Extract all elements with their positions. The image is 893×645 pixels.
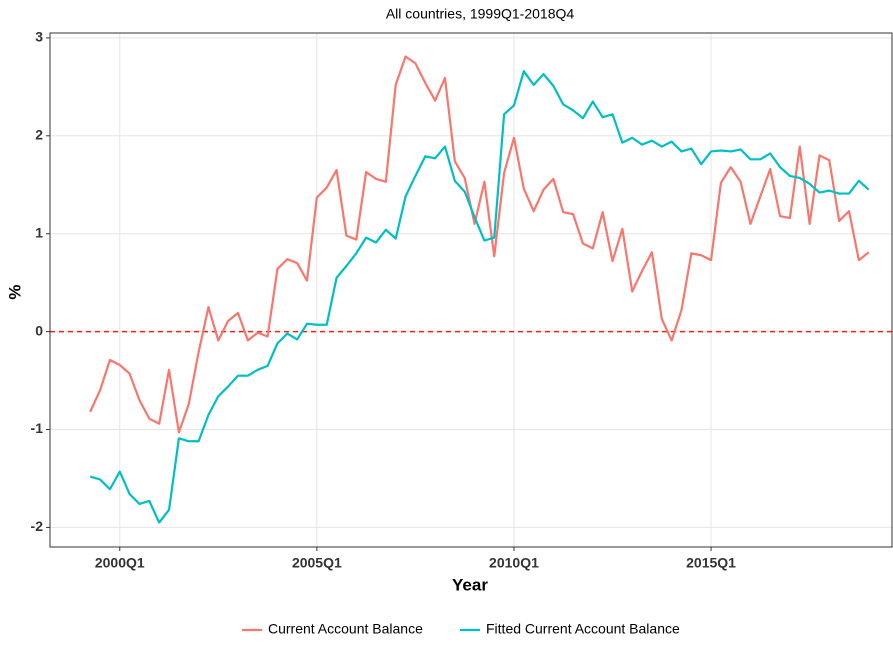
y-tick-label: 0 (35, 322, 43, 338)
y-tick-label: -2 (31, 518, 44, 534)
data-line (89, 55, 870, 434)
x-tick-label: 2005Q1 (292, 555, 342, 571)
x-tick-label: 2010Q1 (489, 555, 539, 571)
y-tick-label: 2 (35, 127, 43, 143)
data-line (89, 70, 870, 524)
legend-label: Fitted Current Account Balance (486, 621, 680, 637)
x-tick-label: 2015Q1 (686, 555, 736, 571)
y-tick-label: 1 (35, 224, 43, 240)
y-tick-label: 3 (35, 29, 43, 45)
x-tick-label: 2000Q1 (95, 555, 145, 571)
y-tick-label: -1 (31, 420, 44, 436)
x-axis-title: Year (452, 575, 488, 594)
legend-label: Current Account Balance (268, 621, 423, 637)
plot-border (49, 32, 893, 548)
y-axis-title: % (5, 284, 24, 299)
chart-title: All countries, 1999Q1-2018Q4 (386, 6, 575, 22)
